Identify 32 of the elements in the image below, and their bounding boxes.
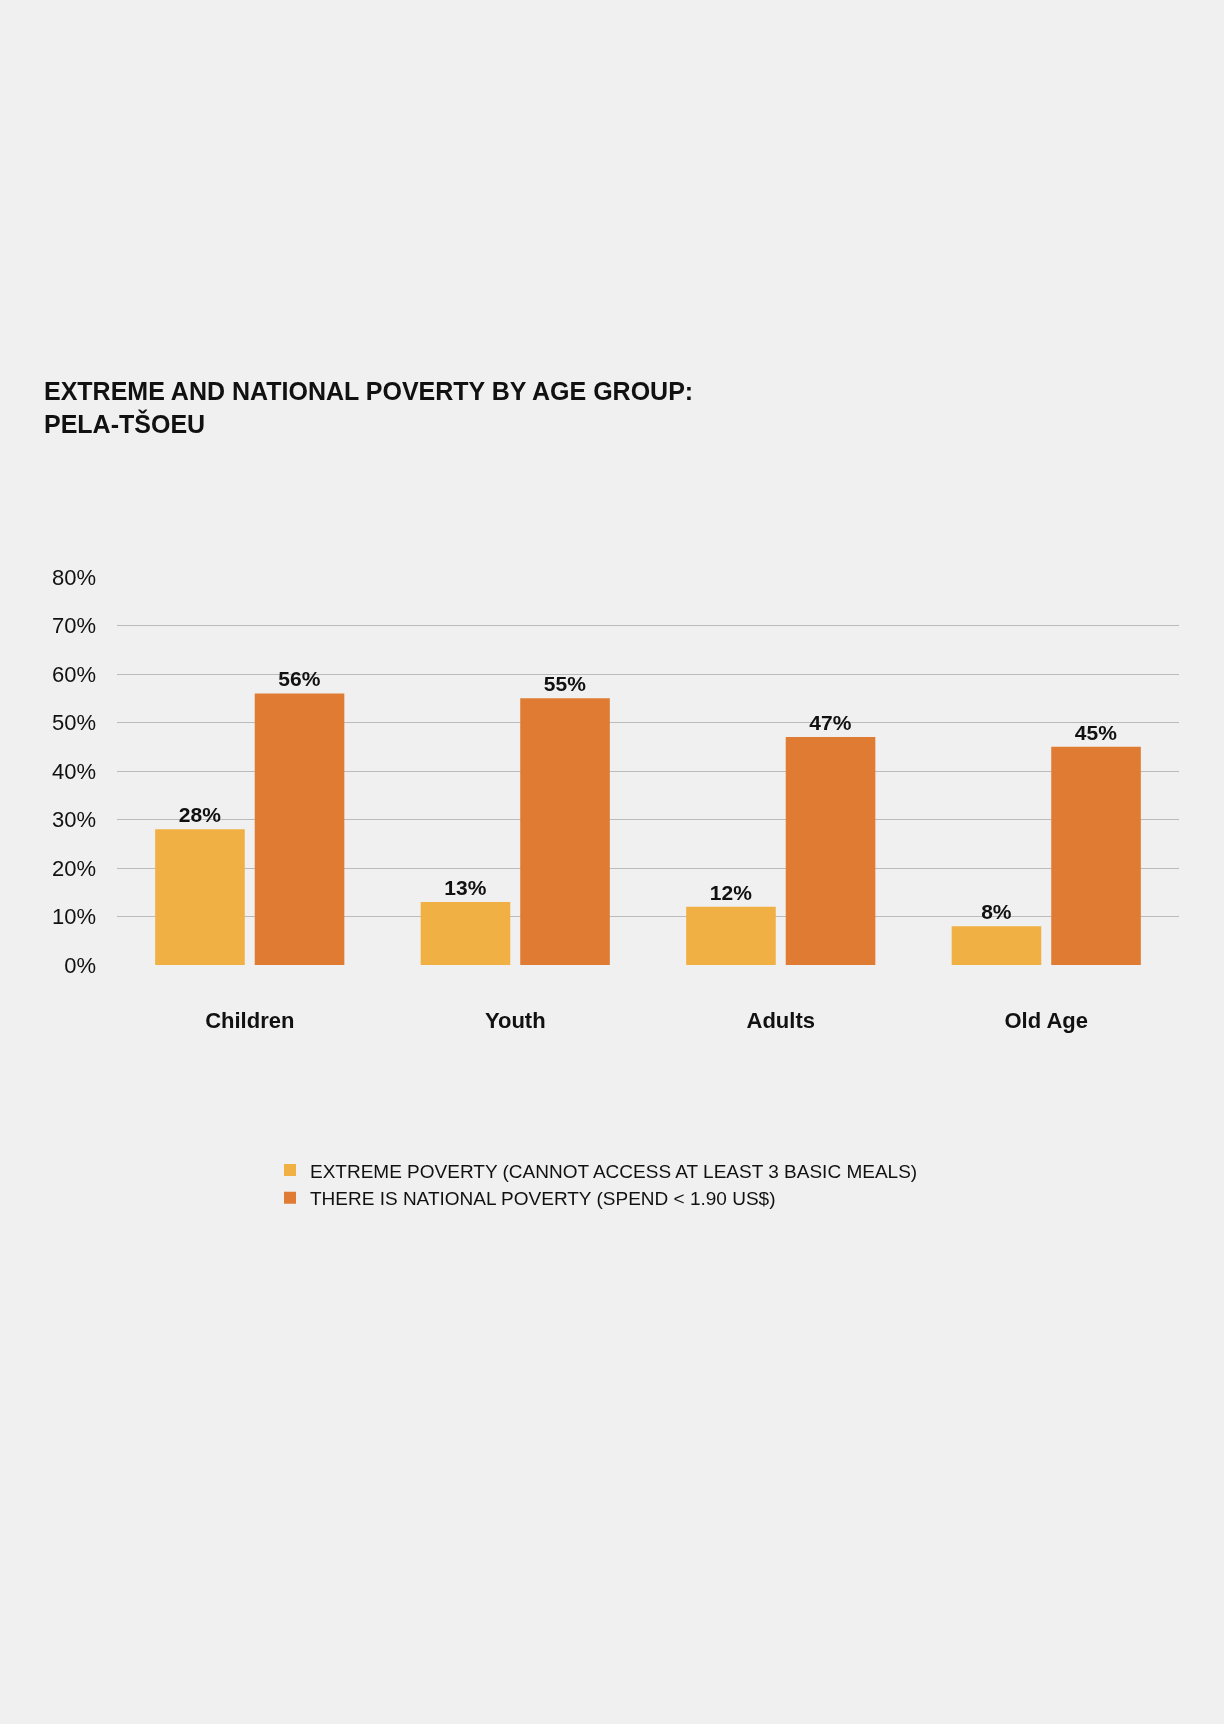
bar: [785, 737, 876, 965]
bar: [254, 693, 345, 965]
legend-label: THERE IS NATIONAL POVERTY (SPEND < 1.90 US$): [310, 1188, 776, 1210]
data-label: 47%: [809, 711, 852, 735]
y-tick-label: 20%: [51, 855, 96, 881]
y-tick-label: 0%: [64, 952, 96, 978]
data-label: 55%: [543, 672, 587, 696]
x-tick-label: Youth: [484, 1008, 546, 1033]
y-tick-label: 70%: [51, 613, 96, 639]
y-tick-label: 60%: [51, 661, 96, 687]
data-label: 13%: [444, 875, 487, 899]
legend-label: EXTREME POVERTY (CANNOT ACCESS AT LEAST 3 BASIC MEALS): [310, 1160, 918, 1182]
bar: [1051, 746, 1141, 965]
y-tick-label: 50%: [51, 710, 96, 736]
bar: [686, 906, 776, 965]
chart-title: EXTREME AND NATIONAL POVERTY BY AGE GROUP: PELA-TŠOEU: [44, 377, 694, 438]
y-tick-label: 80%: [51, 564, 96, 590]
y-tick-label: 40%: [51, 758, 96, 784]
bar: [951, 926, 1042, 965]
data-label: 28%: [178, 803, 222, 827]
y-tick-label: 10%: [51, 904, 96, 930]
bar: [420, 901, 511, 965]
x-tick-label: Old Age: [1004, 1008, 1089, 1033]
data-label: 8%: [981, 900, 1012, 924]
bar: [155, 829, 245, 965]
bar: [520, 698, 610, 965]
data-label: 56%: [278, 667, 321, 691]
x-tick-label: Children: [205, 1008, 295, 1033]
data-label: 45%: [1074, 720, 1118, 744]
data-label: 12%: [709, 880, 753, 904]
y-tick-label: 30%: [51, 807, 96, 833]
x-tick-label: Adults: [746, 1008, 815, 1033]
